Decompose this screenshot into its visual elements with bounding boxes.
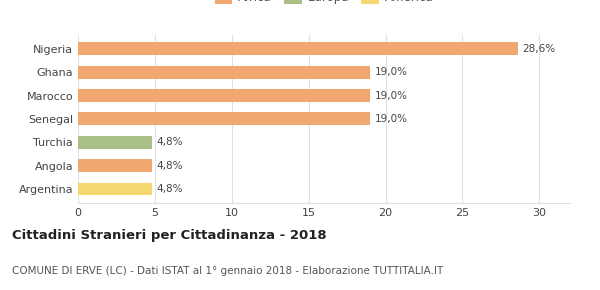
Text: 4,8%: 4,8% [157, 184, 183, 194]
Bar [78, 159, 152, 172]
Text: COMUNE DI ERVE (LC) - Dati ISTAT al 1° gennaio 2018 - Elaborazione TUTTITALIA.IT: COMUNE DI ERVE (LC) - Dati ISTAT al 1° g… [12, 266, 443, 276]
Bar [78, 113, 370, 125]
Text: 4,8%: 4,8% [157, 161, 183, 171]
Text: 19,0%: 19,0% [375, 67, 408, 77]
Bar [78, 42, 518, 55]
Text: 28,6%: 28,6% [523, 44, 556, 54]
Text: Cittadini Stranieri per Cittadinanza - 2018: Cittadini Stranieri per Cittadinanza - 2… [12, 229, 326, 242]
Bar [78, 66, 370, 79]
Bar [78, 136, 152, 149]
Text: 19,0%: 19,0% [375, 90, 408, 101]
Text: 4,8%: 4,8% [157, 137, 183, 147]
Bar [78, 89, 370, 102]
Bar [78, 182, 152, 195]
Legend: Africa, Europa, America: Africa, Europa, America [210, 0, 438, 9]
Text: 19,0%: 19,0% [375, 114, 408, 124]
